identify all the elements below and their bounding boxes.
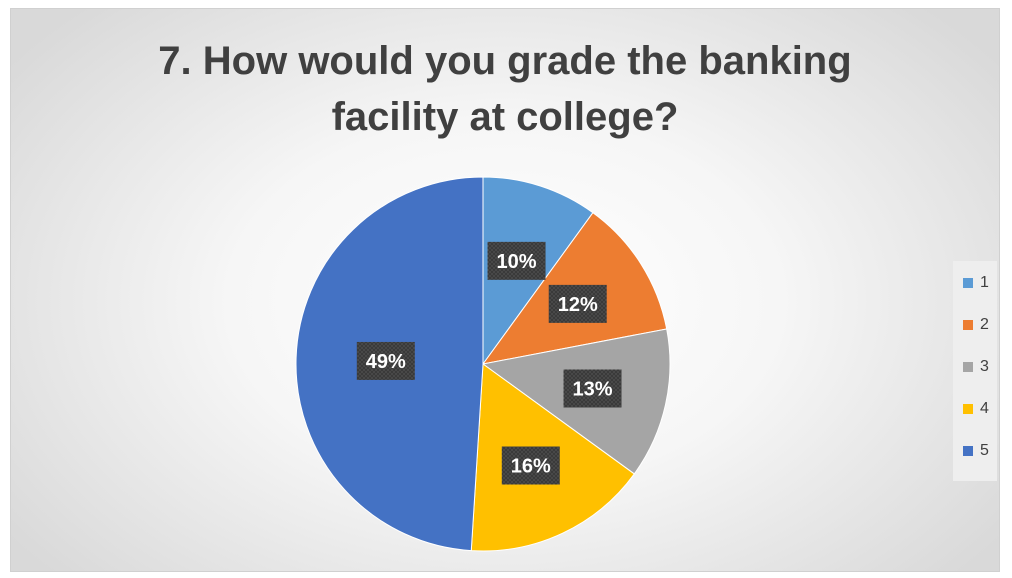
data-label-box (487, 241, 546, 280)
legend-swatch (963, 278, 973, 288)
chart-title: 7. How would you grade the banking facil… (11, 33, 999, 145)
legend-label: 3 (980, 358, 989, 375)
data-label-2: 12% (548, 284, 607, 323)
legend-item-1: 1 (953, 271, 997, 295)
chart-title-line-2: facility at college? (331, 95, 679, 139)
pie-slices (295, 176, 671, 552)
legend-item-5: 5 (953, 439, 997, 463)
data-label-box (501, 446, 560, 485)
legend-swatch (963, 404, 973, 414)
legend-swatch (963, 446, 973, 456)
legend-label: 5 (980, 442, 989, 459)
data-label-text: 10% (497, 251, 537, 273)
data-label-text: 12% (558, 294, 598, 316)
data-label-text: 16% (511, 456, 551, 478)
legend-item-3: 3 (953, 355, 997, 379)
legend-label: 2 (980, 316, 989, 333)
data-label-text: 13% (572, 378, 612, 400)
legend-swatch (963, 320, 973, 330)
data-label-text: 49% (366, 351, 406, 373)
legend-label: 4 (980, 400, 989, 417)
data-label-3: 13% (563, 369, 622, 408)
data-label-box (356, 341, 415, 380)
pie-data-labels: 10% 12% 13% 16% 49% (356, 241, 622, 485)
legend-item-4: 4 (953, 397, 997, 421)
data-label-5: 49% (356, 341, 415, 380)
data-label-box (563, 369, 622, 408)
data-label-1: 10% (487, 241, 546, 280)
pie-chart: 10% 12% 13% 16% 49% (295, 176, 671, 552)
legend-swatch (963, 362, 973, 372)
chart-legend: 1 2 3 4 5 (953, 261, 997, 481)
legend-label: 1 (980, 274, 989, 291)
data-label-4: 16% (501, 446, 560, 485)
data-label-box (548, 284, 607, 323)
chart-frame: 7. How would you grade the banking facil… (10, 8, 1000, 572)
chart-title-line-1: 7. How would you grade the banking (158, 39, 852, 83)
legend-item-2: 2 (953, 313, 997, 337)
